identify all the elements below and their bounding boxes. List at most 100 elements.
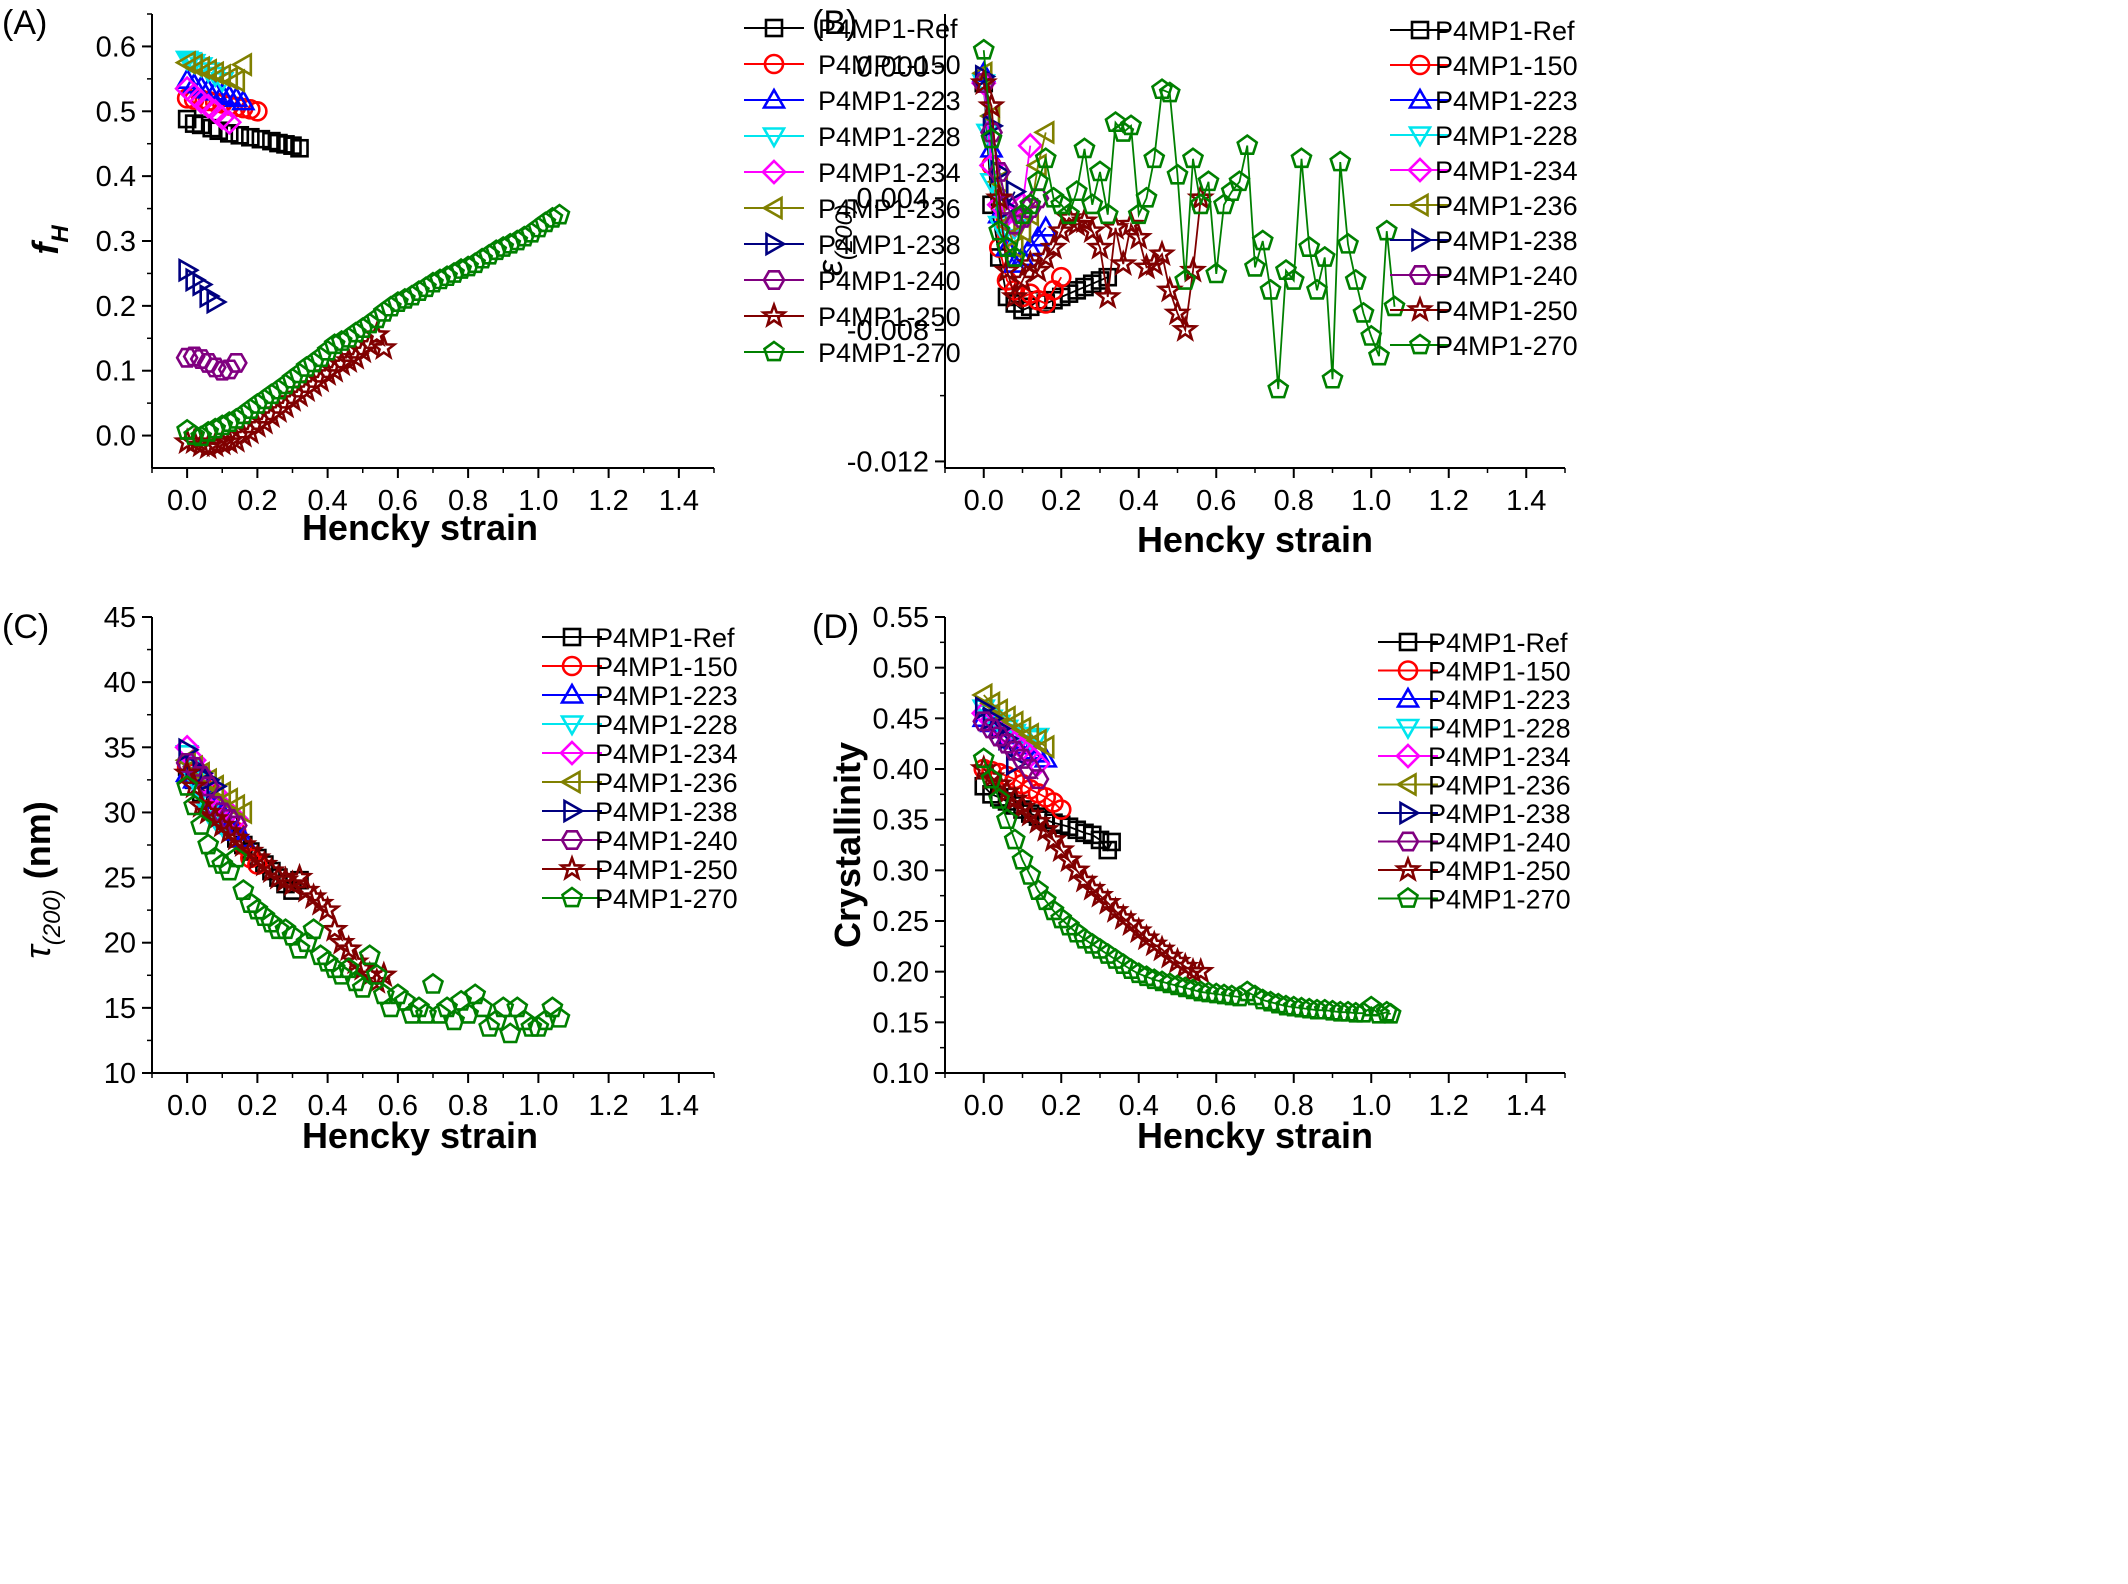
data-point [197, 420, 220, 442]
legend-label: P4MP1-228 [595, 710, 738, 740]
legend-marker [1399, 800, 1421, 826]
data-point [231, 88, 256, 111]
legend-label: P4MP1-150 [595, 652, 738, 682]
data-point [977, 91, 1006, 119]
x-tick-label: 0.0 [964, 1090, 1004, 1122]
data-point [443, 261, 466, 283]
y-tick-label: 0.40 [873, 754, 929, 786]
data-point [1197, 170, 1220, 192]
data-point [290, 138, 309, 158]
data-point [1158, 81, 1181, 103]
series-p4mp1-234 [174, 75, 243, 136]
legend-marker [1407, 192, 1429, 218]
data-point [1147, 239, 1177, 267]
y-tick-label: 0.25 [873, 906, 929, 938]
data-point [1019, 863, 1042, 885]
data-point [365, 963, 388, 985]
data-point [1026, 769, 1050, 790]
data-point [1205, 982, 1228, 1004]
data-point [369, 333, 398, 361]
data-point [1000, 282, 1029, 309]
legend-label: P4MP1-270 [818, 338, 961, 368]
series-p4mp1-240 [175, 346, 248, 381]
data-point [1039, 232, 1068, 260]
data-point [421, 972, 445, 994]
legend-marker [761, 127, 787, 149]
data-point [1290, 147, 1313, 169]
data-point [1360, 324, 1383, 346]
data-point [251, 129, 271, 149]
y-tick-label: 15 [104, 993, 136, 1025]
y-axis-symbol: ε [809, 259, 850, 276]
data-point [988, 787, 1011, 809]
x-tick-label: 1.0 [1351, 1090, 1391, 1122]
data-point [1096, 203, 1119, 225]
data-point [1003, 828, 1026, 850]
x-axis-title: Hencky strain [302, 1115, 538, 1156]
legend-marker [1396, 831, 1420, 852]
x-tick-label: 0.6 [378, 1090, 418, 1122]
data-point [478, 1015, 501, 1037]
data-point [241, 127, 260, 147]
data-point [1116, 209, 1146, 237]
data-point [358, 944, 381, 966]
y-tick-label: 0.30 [873, 855, 929, 887]
series-p4mp1-270 [176, 203, 571, 447]
data-point [421, 271, 445, 293]
data-point [217, 359, 241, 380]
data-point [1033, 734, 1055, 759]
data-point [1135, 186, 1158, 208]
data-point [450, 257, 473, 279]
data-point [980, 127, 1003, 149]
legend-label: P4MP1-234 [1435, 156, 1578, 186]
x-tick-label: 1.2 [588, 1090, 628, 1122]
data-point [1274, 994, 1298, 1016]
data-point [313, 895, 342, 923]
x-tick-label: 1.4 [1506, 1090, 1546, 1122]
series-p4mp1-240 [972, 711, 1050, 790]
data-point [1379, 1002, 1402, 1024]
y-tick-label: 0.2 [96, 291, 136, 323]
data-point [247, 100, 268, 122]
data-point [1344, 268, 1367, 290]
legend-label: P4MP1-150 [1428, 657, 1571, 687]
data-point [1078, 216, 1107, 244]
data-point [1282, 995, 1305, 1017]
y-tick-label: 0.1 [96, 356, 136, 388]
x-tick-label: 1.2 [588, 485, 628, 517]
legend-label: P4MP1-236 [595, 768, 738, 798]
legend-label: P4MP1-250 [1435, 296, 1578, 326]
legend-label: P4MP1-238 [1435, 226, 1578, 256]
y-tick-label: 0.45 [873, 703, 929, 735]
y-axis-title: ε(200) [809, 204, 858, 276]
legend-marker [762, 340, 786, 362]
data-point [1367, 344, 1391, 366]
panel-3: (D) 0.0 0.2 0.4 0.6 0.8 1.0 1.2 1.4 0.10 0.15 0.20 0… [812, 602, 1571, 1156]
legend-label: P4MP1-250 [1428, 856, 1571, 886]
legend-label: P4MP1-234 [818, 158, 961, 188]
data-point [443, 1009, 466, 1031]
data-point [978, 690, 1001, 716]
legend-marker [1411, 227, 1433, 253]
legend: P4MP1-RefP4MP1-150P4MP1-223P4MP1-228P4MP… [542, 623, 738, 914]
legend-marker [1397, 660, 1419, 681]
data-point [995, 733, 1019, 754]
legend-marker [761, 159, 787, 185]
panel-0: (A) 0.0 0.2 0.4 0.6 0.8 1.0 1.2 1.4 0.0 0.1 0.2 0.3 0… [2, 4, 961, 548]
legend-marker [1409, 54, 1431, 76]
y-tick-label: 0.000 [856, 52, 929, 84]
y-axis-subscript: H [47, 225, 74, 243]
legend-label: P4MP1-Ref [1435, 16, 1575, 46]
legend-label: P4MP1-150 [1435, 51, 1578, 81]
data-point [1026, 170, 1050, 192]
data-point [1181, 147, 1205, 169]
legend-marker [1395, 718, 1421, 741]
data-point [278, 869, 307, 897]
data-point [1005, 179, 1028, 204]
x-tick-label: 1.0 [518, 1090, 558, 1122]
data-point [972, 711, 996, 732]
legend-marker [1405, 295, 1435, 323]
legend-marker [761, 195, 783, 221]
data-point [203, 357, 227, 378]
x-tick-label: 0.4 [307, 485, 347, 517]
